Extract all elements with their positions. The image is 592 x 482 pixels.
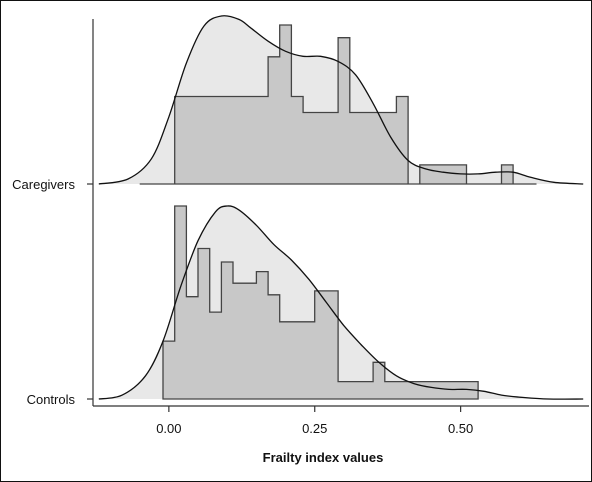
x-tick-label: 0.25 [302, 421, 327, 436]
density-line-controls [98, 205, 584, 400]
x-axis-title: Frailty index values [263, 450, 384, 465]
histogram-caregivers [139, 24, 537, 185]
density-line-caregivers [98, 15, 584, 185]
y-ticks-layer: Caregivers Controls [12, 177, 93, 407]
x-tick-label: 0.50 [448, 421, 473, 436]
ridges-layer [98, 15, 584, 400]
y-tick-label-caregivers: Caregivers [12, 177, 75, 192]
x-tick-label: 0.00 [156, 421, 181, 436]
x-ticks-layer: 0.00 0.25 0.50 [156, 406, 473, 436]
histogram-controls [162, 205, 479, 400]
y-tick-label-controls: Controls [27, 392, 76, 407]
